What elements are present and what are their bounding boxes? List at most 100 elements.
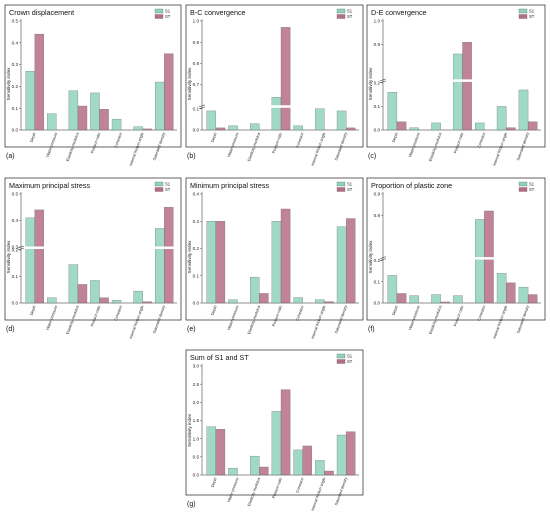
x-category-label: Cohesion [477,305,486,321]
bar-ST [484,210,494,304]
bar-ST [215,429,226,476]
x-category-label: Depth [392,305,399,316]
bar-ST [215,127,226,131]
axis-break-mark [17,245,25,251]
bar-S1 [250,276,260,304]
y-tick-label: 0.1 [374,279,381,284]
bar-S1 [25,217,35,304]
y-tick-label: 2.0 [193,400,200,405]
y-tick-label: 0.0 [193,473,200,478]
bar-S1 [133,290,143,304]
bar-S1 [315,108,325,131]
panel-label: (f) [368,326,375,333]
y-tick-label: 0.0 [374,301,381,306]
bar-S1 [518,89,529,131]
y-tick-label: 0.5 [12,19,19,24]
bar-ST [506,282,516,304]
panel-label: (c) [368,153,376,160]
panel-label: (e) [187,326,196,333]
panel-title: Proportion of plastic zone [371,181,452,190]
legend-label-S1: S1 [529,9,535,14]
x-category-label: Cohesion [114,305,123,321]
x-category-label: Depth [29,132,36,143]
x-category-label: Saturated density [516,132,530,161]
x-category-label: Internal friction angle [311,305,327,339]
x-category-label: Internal friction angle [311,477,327,511]
y-tick-label: 0.4 [12,218,19,223]
bar-S1 [228,125,238,131]
x-category-label: Depth [211,305,218,316]
y-tick-label: 0.0 [12,128,19,133]
panel-title: B-C convergence [190,8,246,17]
bar-S1 [206,426,217,476]
bar-ST [99,109,109,131]
x-category-label: Saturated density [152,132,166,161]
bar-S1 [315,299,325,304]
bar-S1 [90,280,100,304]
bar-S1 [518,286,529,304]
bar-S1 [68,90,79,131]
bar-ST [440,301,450,304]
bar-ST [280,389,291,476]
bar-break-gap [483,257,495,260]
bar-S1 [206,110,217,131]
bar-ST [77,105,88,131]
legend-label-S1: S1 [347,9,353,14]
legend-swatch-ST [336,14,346,19]
x-category-label: Internal friction angle [492,132,508,166]
x-category-label: Water pressure [408,132,421,158]
bar-S1 [453,295,463,304]
bar-ST [396,121,407,131]
panel-frame [4,4,182,148]
x-category-label: Water pressure [227,132,240,158]
panel-title: Sum of S1 and ST [190,353,249,362]
bar-S1 [155,228,165,304]
legend-swatch-ST [336,187,346,192]
y-tick-label: 1.5 [193,418,200,423]
bar-S1 [293,297,303,304]
panel-title: D-E convergence [371,8,427,17]
bar-S1 [431,122,441,131]
axis-break-mark [379,256,387,261]
bar-ST [142,128,152,131]
y-tick-label: 0.1 [12,274,19,279]
legend-label-S1: S1 [347,182,353,187]
panel-frame [185,349,364,496]
bar-S1 [90,92,100,131]
bar-ST [34,33,44,131]
bar-S1 [47,113,57,131]
bar-S1 [315,460,325,476]
bar-S1 [111,300,122,304]
bar-S1 [206,221,217,304]
x-category-label: Cohesion [477,132,486,148]
y-axis-label: Sensitivity index [6,240,11,274]
legend-label-S1: S1 [165,182,171,187]
x-category-label: Poisson ratio [90,305,101,327]
y-tick-label: 0.2 [374,258,381,263]
x-category-label: Water pressure [227,477,240,503]
bar-S1 [228,467,238,476]
bar-S1 [431,294,441,304]
legend-label-ST: ST [529,14,535,19]
x-category-label: Poisson ratio [272,477,283,499]
bar-S1 [293,449,303,476]
y-tick-label: 0.8 [374,213,381,218]
bar-ST [164,53,174,131]
legend-label-ST: ST [165,187,171,192]
y-tick-label: 0.0 [193,301,200,306]
y-tick-label: 0.0 [193,128,200,133]
bar-S1 [496,273,507,304]
bar-ST [259,293,269,304]
x-category-label: Water pressure [227,305,240,331]
y-axis-label: Sensitivity index [368,67,373,101]
bar-break-gap [474,257,485,260]
x-category-label: Depth [211,477,218,488]
bar-break-gap [34,246,45,249]
x-category-label: Saturated density [334,305,348,334]
legend-label-S1: S1 [347,354,353,359]
legend-swatch-ST [518,14,528,19]
